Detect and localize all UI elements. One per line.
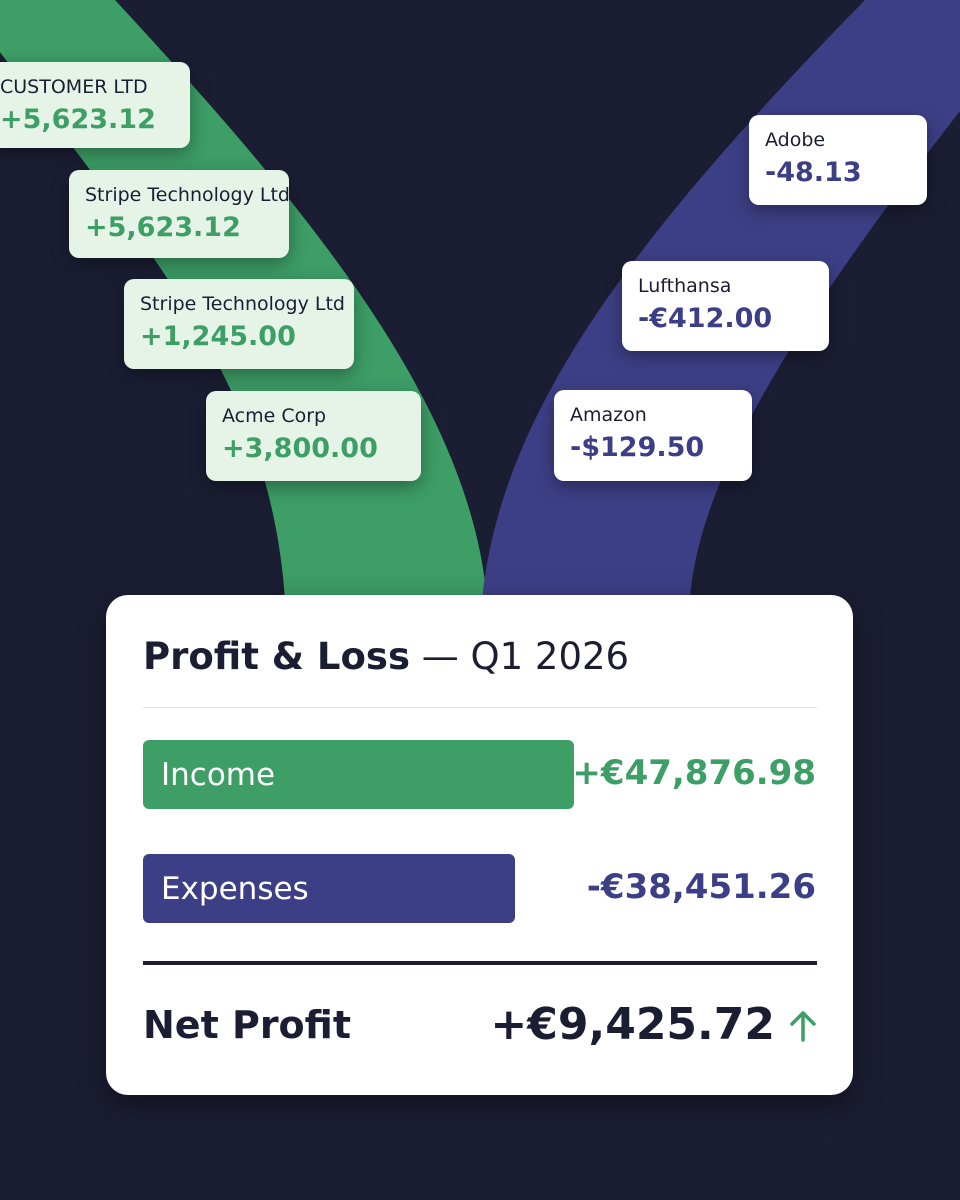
period: — Q1 2026 (421, 635, 630, 678)
title: Profit & Loss (143, 635, 410, 678)
divider (143, 707, 817, 708)
card-amount: +1,245.00 (140, 321, 296, 352)
card-amount: +5,623.12 (0, 104, 156, 135)
expense-card: Adobe -48.13 (749, 115, 927, 205)
card-amount: +3,800.00 (222, 433, 378, 464)
expenses-bar: Expenses (143, 854, 515, 923)
income-card: Acme Corp +3,800.00 (206, 391, 421, 481)
row-amount: -€38,451.26 (586, 867, 816, 907)
card-amount: -€412.00 (638, 303, 773, 334)
pl-panel: Profit & Loss — Q1 2026 Income +€47,876.… (106, 595, 853, 1095)
card-name: CUSTOMER LTD (0, 76, 148, 98)
card-name: Acme Corp (222, 405, 327, 427)
income-card: Stripe Technology Ltd +5,623.12 (69, 170, 290, 258)
card-amount: -48.13 (765, 157, 862, 188)
income-card: CUSTOMER LTD +5,623.12 (0, 62, 190, 148)
expense-card: Lufthansa -€412.00 (622, 261, 829, 351)
expense-card: Amazon -$129.50 (554, 390, 752, 481)
card-amount: -$129.50 (570, 432, 705, 463)
card-name: Lufthansa (638, 275, 732, 297)
row-label: Expenses (161, 870, 309, 907)
card-name: Adobe (765, 129, 826, 151)
up-arrow-icon (790, 1011, 816, 1042)
total-rule (143, 961, 817, 965)
row-label: Income (161, 756, 276, 793)
panel-title: Profit & Loss — Q1 2026 (143, 635, 629, 678)
row-amount: +€47,876.98 (572, 753, 816, 793)
net-label: Net Profit (143, 1003, 351, 1047)
income-bar: Income (143, 740, 574, 809)
income-card: Stripe Technology Ltd +1,245.00 (124, 279, 354, 369)
card-name: Amazon (570, 404, 647, 426)
card-amount: +5,623.12 (85, 212, 241, 243)
card-name: Stripe Technology Ltd (85, 184, 290, 206)
card-name: Stripe Technology Ltd (140, 293, 345, 315)
net-amount: +€9,425.72 (490, 999, 775, 1050)
